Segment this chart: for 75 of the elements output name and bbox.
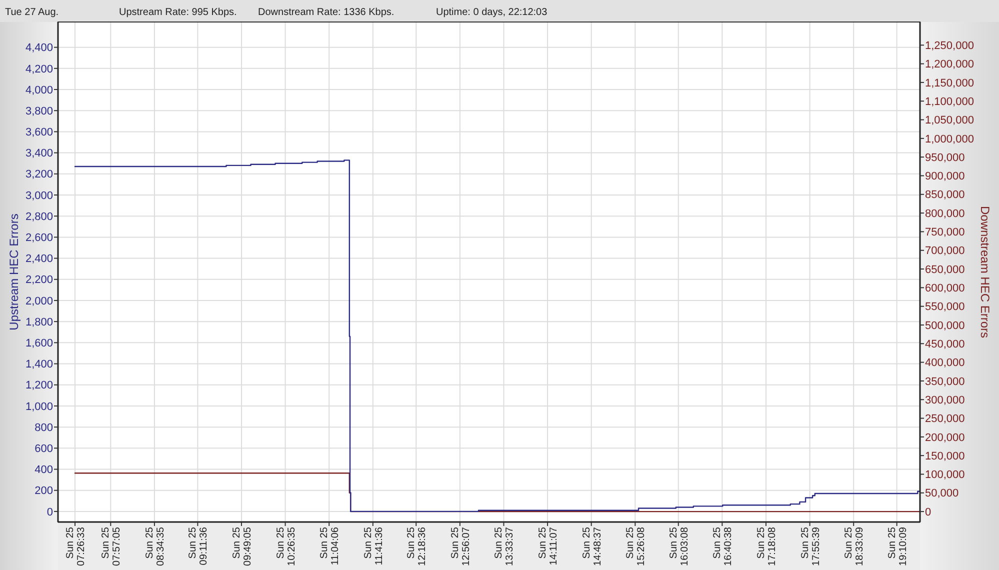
text: Downstream Rate: 1336 Kbps. [258, 7, 394, 18]
x-tick-label: Sun 25 09:11:36 [188, 526, 210, 566]
y-tick-label: 4,000 [25, 84, 53, 96]
y-axis-title: Upstream HEC Errors [7, 214, 21, 330]
y-tick-label: 1,800 [25, 316, 53, 328]
y2-tick-label: 600,000 [925, 282, 965, 295]
x-tick-label: Sun 25 12:18:36 [406, 526, 428, 566]
x-tick-label: Sun 25 11:41:36 [362, 526, 385, 566]
y-tick-label: 1,200 [25, 380, 53, 392]
y-tick-label: 1,000 [25, 400, 53, 413]
y2-axis-title: Downstream HEC Errors [978, 206, 992, 338]
text: Upstream Rate: 995 Kbps. [119, 7, 237, 18]
y-tick-label: 4,200 [25, 63, 53, 76]
x-tick-label: Sun 25 13:33:37 [494, 526, 516, 566]
y-tick-label: 1,600 [25, 338, 53, 350]
x-tick-label: Sun 25 16:03:08 [668, 526, 690, 566]
y2-tick-label: 1,000,000 [925, 133, 974, 146]
text: Uptime: 0 days, 22:12:03 [436, 7, 548, 18]
y2-tick-label: 1,200,000 [925, 58, 974, 71]
y2-tick-label: 550,000 [925, 301, 965, 314]
y2-tick-label: 950,000 [925, 152, 965, 164]
y2-tick-label: 100,000 [925, 469, 965, 482]
y2-tick-label: 450,000 [925, 338, 965, 350]
y2-tick-label: 1,050,000 [925, 114, 974, 127]
y-tick-label: 2,600 [25, 232, 53, 244]
y2-tick-label: 50,000 [925, 488, 959, 500]
x-tick-label: Sun 25 10:26:35 [275, 526, 298, 566]
x-tick-label: Sun 25 17:18:08 [756, 526, 778, 566]
y2-tick-label: 1,250,000 [925, 40, 974, 52]
y-tick-label: 0 [46, 506, 53, 518]
y2-tick-label: 250,000 [925, 413, 965, 426]
y2-tick-label: 1,100,000 [925, 96, 974, 108]
x-tick-label: Sun 25 11:04:06 [319, 526, 342, 566]
y2-tick-label: 700,000 [925, 245, 965, 258]
x-tick-label: Sun 25 07:26:33 [64, 526, 87, 566]
y-tick-label: 1,400 [25, 358, 53, 371]
y-tick-label: 3,000 [25, 190, 53, 202]
x-tick-label: Sun 25 12:56:07 [450, 526, 472, 566]
y-tick-label: 3,200 [25, 168, 53, 181]
y-tick-label: 2,400 [25, 253, 53, 266]
x-tick-label: Sun 25 19:10:09 [886, 526, 909, 566]
text: Tue 27 Aug. [5, 7, 59, 18]
y-tick-label: 3,600 [25, 126, 53, 139]
x-tick-label: Sun 25 07:57:05 [100, 526, 123, 566]
x-tick-label: Sun 25 14:11:07 [538, 526, 560, 566]
y2-tick-label: 900,000 [925, 170, 965, 183]
y2-tick-label: 750,000 [925, 226, 965, 239]
y2-tick-label: 650,000 [925, 264, 965, 276]
y2-tick-label: 1,150,000 [925, 77, 974, 90]
x-tick-label: Sun 25 08:34:35 [144, 526, 166, 566]
y-tick-label: 3,400 [25, 148, 53, 160]
y2-tick-label: 150,000 [925, 450, 965, 462]
y-tick-label: 2,000 [25, 295, 53, 308]
x-tick-label: Sun 25 09:49:05 [231, 526, 254, 566]
x-tick-label: Sun 25 14:48:37 [581, 526, 604, 566]
y2-tick-label: 200,000 [925, 432, 965, 444]
x-tick-label: Sun 25 17:55:39 [800, 526, 822, 566]
x-tick-label: Sun 25 16:40:38 [712, 526, 734, 566]
y-tick-label: 600 [34, 443, 53, 456]
y-tick-label: 2,200 [25, 274, 53, 286]
x-tick-label: Sun 25 15:26:08 [625, 526, 648, 566]
y-tick-label: 200 [34, 485, 53, 498]
y2-tick-label: 0 [925, 506, 932, 518]
y-tick-label: 2,800 [25, 210, 53, 223]
y-tick-label: 3,800 [25, 105, 53, 118]
y2-tick-label: 400,000 [925, 357, 965, 370]
y-tick-label: 800 [34, 422, 53, 434]
y2-tick-label: 350,000 [925, 376, 965, 388]
y2-tick-label: 300,000 [925, 394, 965, 406]
y-tick-label: 4,400 [25, 42, 53, 54]
y2-tick-label: 500,000 [925, 320, 965, 332]
y2-tick-label: 850,000 [925, 189, 965, 202]
y-tick-label: 400 [34, 464, 53, 476]
x-tick-label: Sun 25 18:33:09 [844, 526, 866, 566]
y2-tick-label: 800,000 [925, 208, 965, 220]
